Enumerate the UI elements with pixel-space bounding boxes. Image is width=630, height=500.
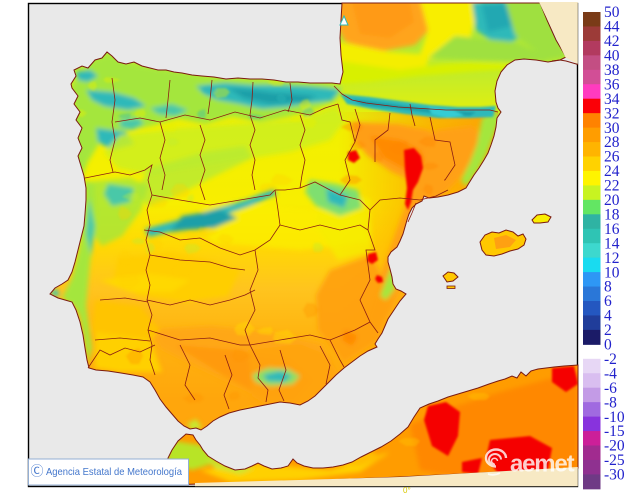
svg-text:0°: 0° — [403, 486, 411, 495]
svg-text:10: 10 — [604, 264, 620, 281]
svg-text:6: 6 — [604, 293, 612, 310]
svg-text:22: 22 — [604, 178, 620, 195]
svg-text:-15: -15 — [604, 423, 625, 440]
svg-text:-6: -6 — [604, 380, 617, 397]
svg-text:20: 20 — [604, 192, 620, 209]
svg-text:36: 36 — [604, 76, 620, 93]
svg-text:aemet: aemet — [510, 451, 575, 478]
svg-text:-20: -20 — [604, 438, 625, 455]
svg-text:-25: -25 — [604, 452, 625, 469]
svg-text:-2: -2 — [604, 351, 617, 368]
svg-text:42: 42 — [604, 33, 620, 50]
svg-text:16: 16 — [604, 221, 620, 238]
svg-text:-8: -8 — [604, 394, 617, 411]
svg-text:12: 12 — [604, 250, 620, 267]
svg-text:8: 8 — [604, 279, 612, 296]
svg-text:14: 14 — [604, 235, 620, 252]
svg-text:-4: -4 — [604, 365, 617, 382]
svg-text:30: 30 — [604, 120, 620, 137]
svg-text:-10: -10 — [604, 409, 625, 426]
svg-text:28: 28 — [604, 134, 620, 151]
svg-text:38: 38 — [604, 62, 620, 79]
svg-text:26: 26 — [604, 149, 620, 166]
svg-text:0: 0 — [604, 337, 612, 354]
svg-text:Agencia Estatal de Meteorologí: Agencia Estatal de Meteorología — [46, 466, 182, 478]
svg-text:4: 4 — [604, 308, 612, 325]
svg-text:40: 40 — [604, 48, 620, 65]
svg-text:2: 2 — [604, 322, 612, 339]
svg-text:Ⓒ: Ⓒ — [31, 464, 44, 479]
svg-text:32: 32 — [604, 105, 620, 122]
svg-text:-30: -30 — [604, 467, 625, 484]
svg-text:44: 44 — [604, 19, 620, 36]
svg-text:50: 50 — [604, 4, 620, 21]
svg-text:24: 24 — [604, 163, 620, 180]
svg-text:34: 34 — [604, 91, 620, 108]
svg-text:18: 18 — [604, 207, 620, 224]
